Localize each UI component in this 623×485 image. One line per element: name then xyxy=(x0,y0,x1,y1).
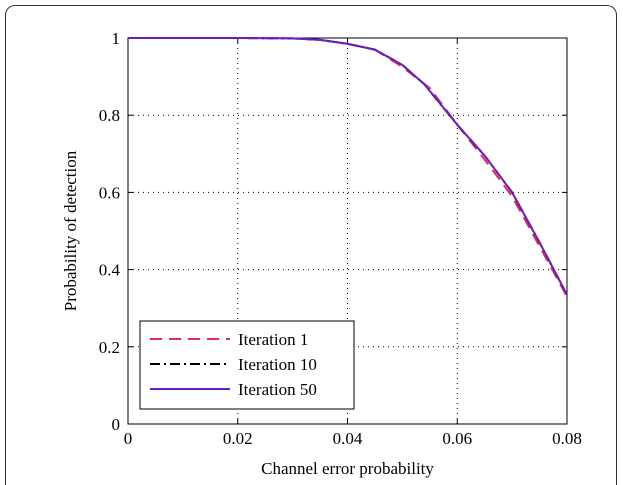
x-tick-label: 0.04 xyxy=(333,429,363,448)
legend-label-1: Iteration 1 xyxy=(238,330,308,349)
x-axis-label: Channel error probability xyxy=(261,459,434,478)
series-line-2 xyxy=(128,37,568,296)
x-tick-label: 0.02 xyxy=(223,429,253,448)
y-axis-label: Probability of detection xyxy=(61,150,80,311)
x-tick-label: 0.08 xyxy=(552,429,582,448)
legend-label-2: Iteration 10 xyxy=(238,355,317,374)
y-tick-label: 0.4 xyxy=(99,261,121,280)
ticks-layer: 0 0.02 0.04 0.06 0.08 0 0.2 0.4 0.6 0.8 1 xyxy=(99,29,582,448)
y-tick-label: 0.8 xyxy=(99,106,120,125)
legend: Iteration 1 Iteration 10 Iteration 50 xyxy=(139,320,355,410)
series-line-1 xyxy=(128,37,568,298)
y-tick-label: 1 xyxy=(112,29,121,48)
grid-layer xyxy=(128,38,567,424)
x-tick-label: 0 xyxy=(124,429,133,448)
y-tick-label: 0 xyxy=(112,415,121,434)
y-tick-label: 0.2 xyxy=(99,338,120,357)
legend-label-3: Iteration 50 xyxy=(238,380,317,399)
y-tick-label: 0.6 xyxy=(99,183,120,202)
figure-frame xyxy=(5,5,617,485)
series-line-3 xyxy=(128,37,568,296)
x-tick-label: 0.06 xyxy=(442,429,472,448)
series-layer xyxy=(128,37,568,298)
